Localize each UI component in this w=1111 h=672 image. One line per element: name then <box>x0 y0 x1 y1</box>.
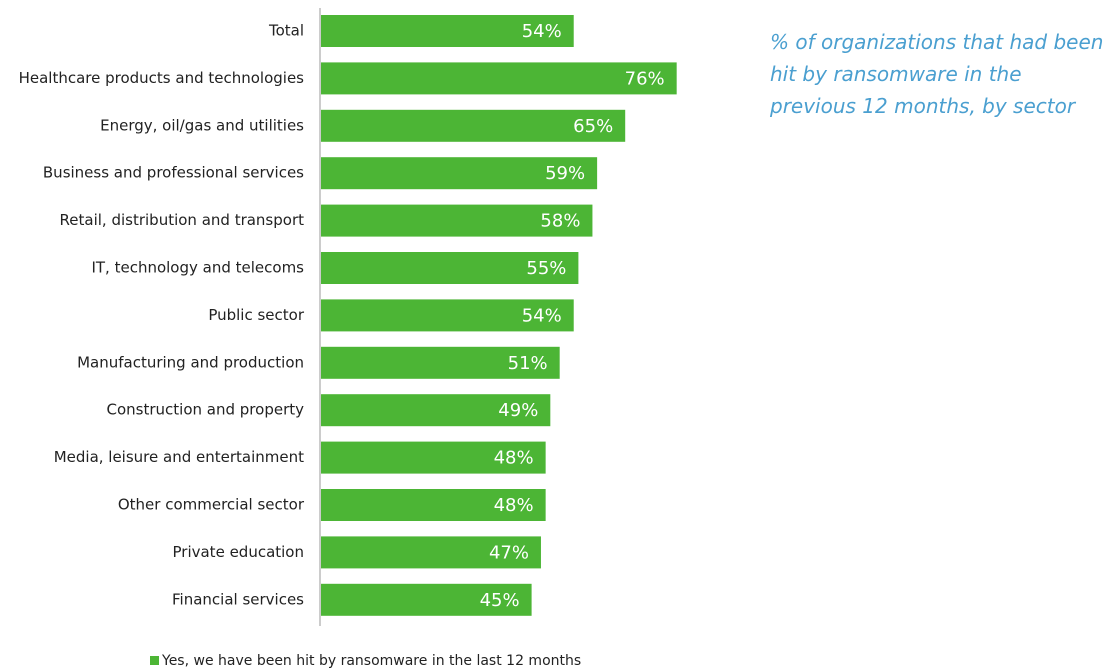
value-label: 48% <box>494 448 534 469</box>
bar <box>321 536 541 569</box>
value-label: 58% <box>540 211 580 232</box>
category-label: Total <box>268 22 304 40</box>
category-label: Construction and property <box>107 401 305 419</box>
value-label: 49% <box>498 400 538 421</box>
bar <box>321 252 579 284</box>
bar <box>321 346 560 379</box>
value-label: 48% <box>494 495 534 516</box>
bar <box>321 157 598 190</box>
category-label: Public sector <box>208 306 305 324</box>
category-label: Healthcare products and technologies <box>19 69 305 87</box>
bar <box>321 62 677 95</box>
bar <box>321 583 532 616</box>
bar <box>321 15 574 47</box>
category-label: Retail, distribution and transport <box>60 211 305 229</box>
category-label: Media, leisure and entertainment <box>54 448 304 466</box>
bar <box>321 489 546 521</box>
bar <box>321 299 574 332</box>
category-label: Energy, oil/gas and utilities <box>100 116 304 134</box>
bar <box>321 109 626 142</box>
category-label: IT, technology and telecoms <box>91 259 304 277</box>
annotation: % of organizations that had been hit by … <box>770 30 1104 118</box>
category-label: Financial services <box>172 590 304 608</box>
value-label: 51% <box>508 353 548 374</box>
value-label: 54% <box>522 21 562 42</box>
legend-swatch <box>150 656 159 665</box>
value-label: 65% <box>573 116 613 137</box>
value-label: 76% <box>625 68 665 89</box>
legend-label: Yes, we have been hit by ransomware in t… <box>161 653 581 669</box>
category-label: Private education <box>173 543 305 561</box>
bar <box>321 394 551 427</box>
value-label: 47% <box>489 542 529 563</box>
value-label: 54% <box>522 305 562 326</box>
value-label: 59% <box>545 163 585 184</box>
value-label: 55% <box>526 258 566 279</box>
category-label: Manufacturing and production <box>77 353 304 371</box>
bar <box>321 441 546 474</box>
value-label: 45% <box>480 590 520 611</box>
category-label: Other commercial sector <box>118 496 305 514</box>
bar <box>321 204 593 237</box>
category-label: Business and professional services <box>43 164 304 182</box>
